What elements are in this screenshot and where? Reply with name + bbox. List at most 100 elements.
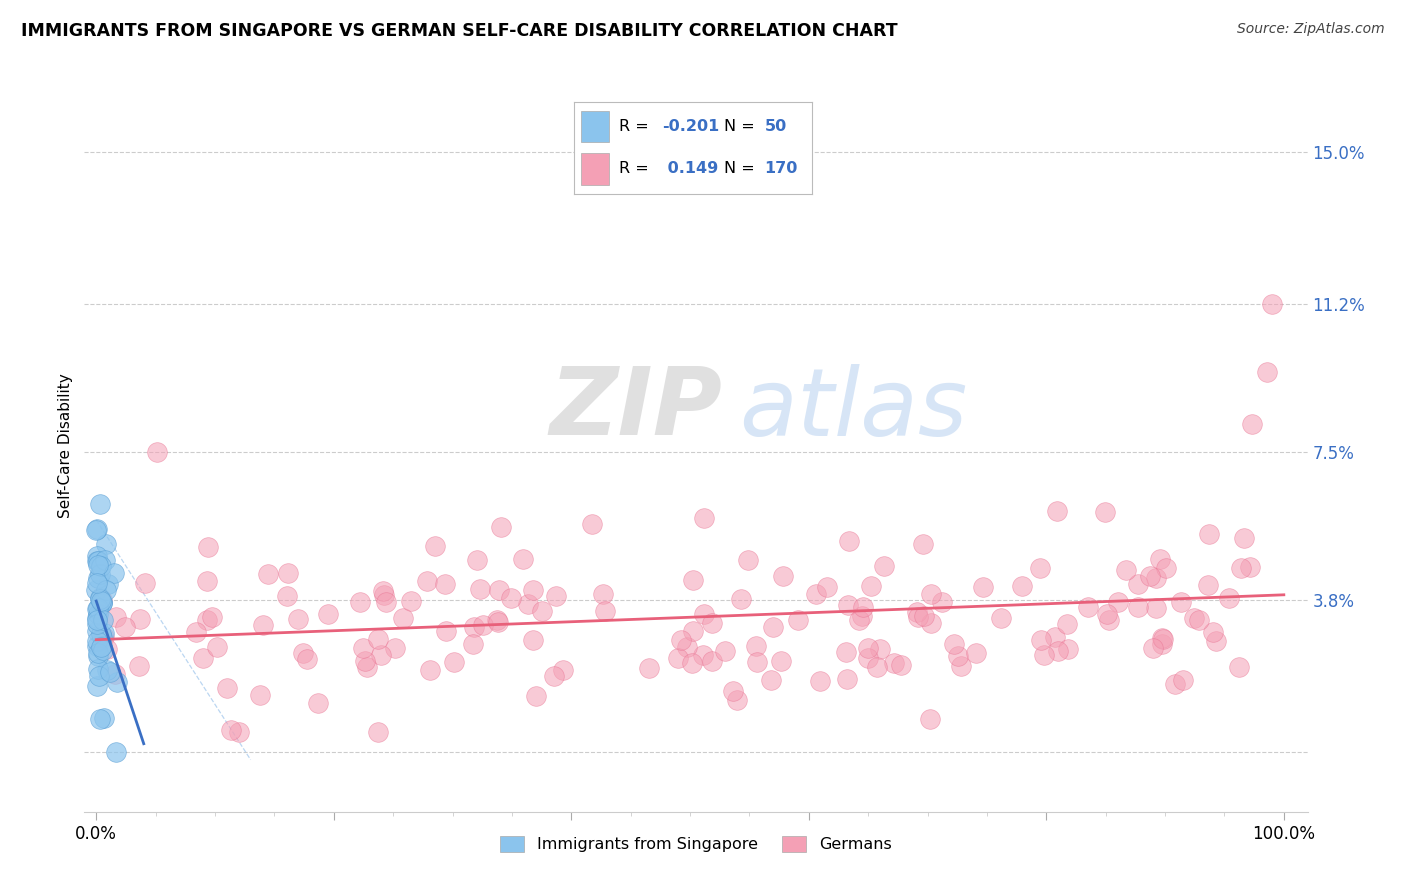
Point (1202, 625, 1225, 640)
Point (512, 551, 534, 566)
Point (316, 607, 339, 621)
Point (1218, 591, 1240, 606)
Point (702, 654, 724, 668)
Point (193, 651, 215, 665)
Point (747, 655, 769, 669)
Point (186, 624, 208, 639)
Point (700, 615, 723, 630)
Point (486, 615, 509, 629)
Point (592, 586, 614, 600)
Point (90, 640, 112, 654)
Point (434, 624, 457, 639)
Point (912, 609, 935, 624)
Point (391, 611, 413, 625)
Point (905, 605, 928, 619)
Point (851, 608, 873, 623)
Point (488, 582, 510, 597)
Point (737, 552, 759, 566)
Point (762, 620, 785, 634)
Point (1229, 561, 1251, 575)
Point (91, 613, 114, 627)
Point (486, 613, 509, 627)
Point (1033, 648, 1056, 662)
Point (370, 648, 392, 663)
Point (1164, 676, 1187, 690)
Point (86, 616, 108, 631)
Point (787, 614, 810, 628)
Point (90, 630, 112, 644)
Point (86, 571, 108, 585)
Point (87, 554, 110, 568)
Point (433, 577, 456, 591)
Point (86, 549, 108, 563)
Point (531, 604, 554, 618)
Point (675, 640, 697, 654)
Point (1261, 297, 1284, 311)
Point (965, 646, 987, 660)
Point (593, 604, 616, 618)
Point (419, 663, 441, 677)
Point (1239, 560, 1261, 574)
Point (1182, 610, 1205, 624)
Point (990, 611, 1012, 625)
Point (1128, 600, 1150, 615)
Point (1043, 630, 1066, 644)
Point (1144, 600, 1167, 615)
Point (87, 662, 110, 676)
Point (354, 654, 377, 668)
Text: IMMIGRANTS FROM SINGAPORE VS GERMAN SELF-CARE DISABILITY CORRELATION CHART: IMMIGRANTS FROM SINGAPORE VS GERMAN SELF… (21, 22, 897, 40)
Point (86, 633, 108, 648)
Point (86, 607, 108, 621)
Point (808, 673, 831, 688)
Point (681, 656, 703, 670)
Point (835, 645, 858, 659)
Point (93, 711, 115, 725)
Point (423, 539, 446, 553)
Point (1205, 634, 1227, 648)
Point (87, 558, 110, 572)
Point (399, 594, 422, 608)
Point (692, 511, 714, 525)
Point (873, 558, 896, 573)
Point (89, 497, 111, 511)
Point (682, 624, 704, 638)
Point (128, 659, 150, 673)
Point (838, 534, 860, 549)
Point (1198, 526, 1220, 541)
Point (1011, 579, 1033, 593)
Point (948, 649, 970, 664)
Legend: Immigrants from Singapore, Germans: Immigrants from Singapore, Germans (494, 830, 898, 859)
Point (1150, 637, 1173, 651)
Point (195, 613, 218, 627)
Point (90, 640, 112, 654)
Point (544, 589, 567, 603)
Point (1142, 640, 1164, 655)
Point (129, 612, 152, 626)
Point (1227, 659, 1250, 673)
Point (373, 584, 395, 599)
Point (1152, 632, 1174, 647)
Point (201, 610, 224, 624)
Point (277, 566, 299, 581)
Text: ZIP: ZIP (550, 363, 723, 456)
Point (228, 724, 250, 739)
Point (1149, 552, 1171, 566)
Point (96, 663, 118, 677)
Point (1047, 644, 1070, 658)
Point (367, 632, 389, 646)
Point (770, 654, 793, 668)
Point (859, 579, 882, 593)
Point (416, 574, 439, 589)
Point (295, 651, 318, 665)
Point (373, 588, 395, 602)
Point (1144, 571, 1167, 585)
Point (950, 658, 973, 673)
Point (90, 627, 112, 641)
Point (1128, 576, 1150, 591)
Point (1031, 632, 1053, 647)
Point (815, 580, 838, 594)
Point (287, 612, 309, 626)
Point (94, 537, 117, 551)
Point (257, 567, 280, 582)
Point (1197, 578, 1219, 592)
